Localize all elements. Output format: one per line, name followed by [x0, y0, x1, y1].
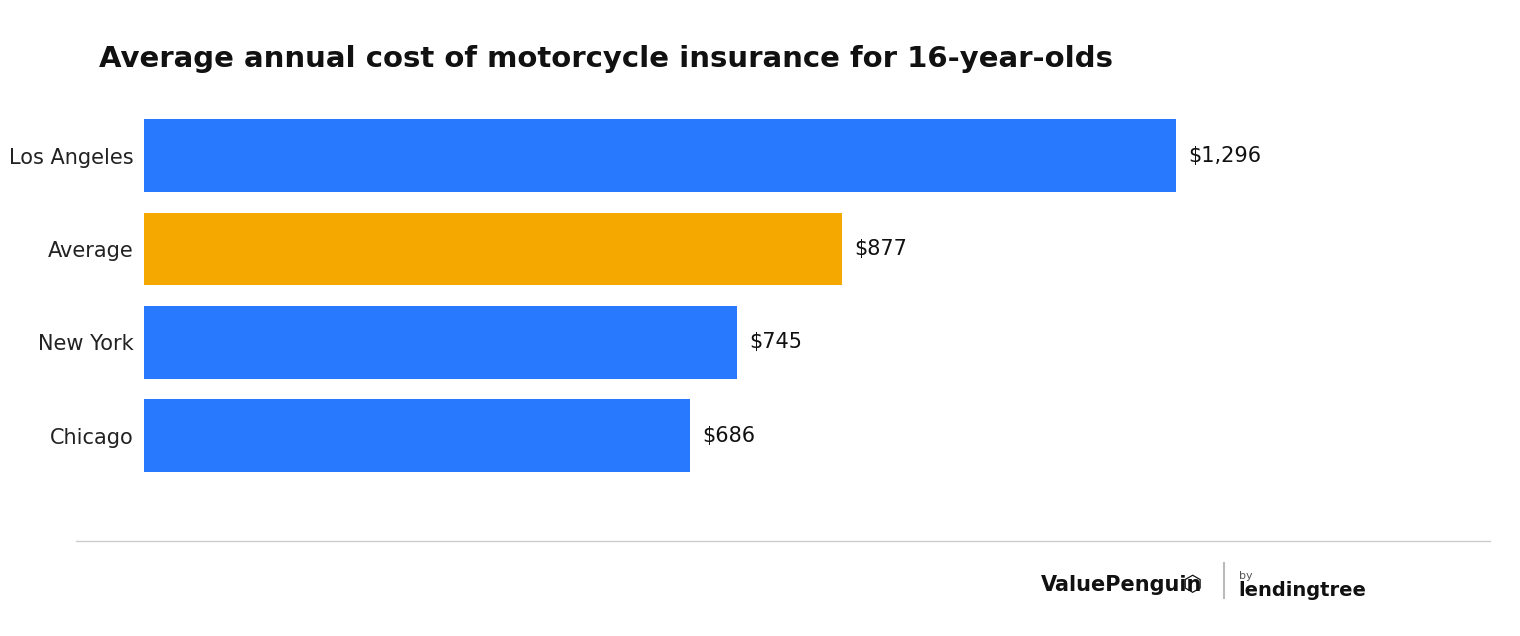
Bar: [144, 399, 690, 472]
Text: $745: $745: [749, 333, 803, 352]
Text: $1,296: $1,296: [1189, 146, 1262, 166]
Text: $686: $686: [702, 425, 755, 446]
Text: ValuePenguin: ValuePenguin: [1041, 575, 1202, 595]
Bar: [144, 306, 737, 379]
Bar: [144, 120, 1176, 192]
Text: ⬡: ⬡: [1183, 575, 1202, 595]
Text: lendingtree: lendingtree: [1239, 581, 1366, 600]
Text: $877: $877: [854, 239, 907, 259]
Text: by: by: [1239, 570, 1252, 581]
Bar: [144, 212, 842, 286]
Text: Average annual cost of motorcycle insurance for 16-year-olds: Average annual cost of motorcycle insura…: [99, 45, 1113, 73]
